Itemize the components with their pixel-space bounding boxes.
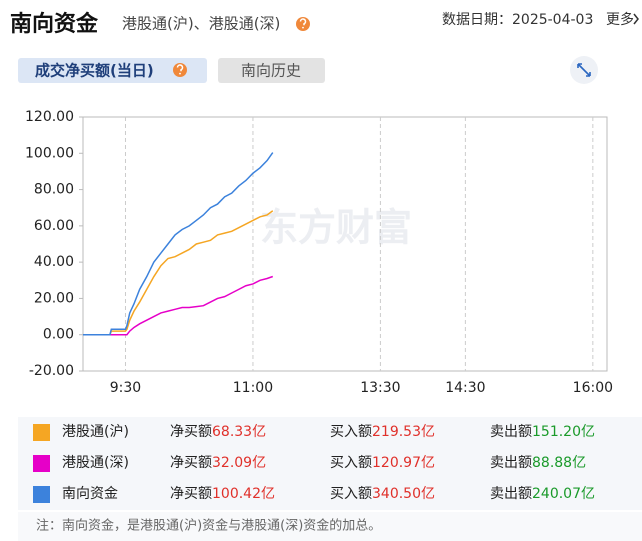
summary-label: 买入额 bbox=[330, 424, 372, 440]
x-tick-label: 16:00 bbox=[573, 380, 613, 396]
series-line bbox=[83, 210, 274, 336]
summary-label: 净买额 bbox=[170, 455, 212, 471]
summary-value: 88.88亿 bbox=[532, 455, 586, 471]
summary-label: 净买额 bbox=[170, 424, 212, 440]
series-line bbox=[83, 275, 274, 336]
summary-value: 219.53亿 bbox=[372, 424, 435, 440]
legend-label: 港股通(深) bbox=[62, 455, 129, 471]
tab[interactable] bbox=[218, 58, 325, 83]
y-tick-label: 40.00 bbox=[34, 254, 74, 270]
help-icon[interactable] bbox=[173, 63, 187, 77]
summary-cell: 净买额100.42亿 bbox=[170, 486, 275, 502]
legend-swatch bbox=[33, 486, 50, 503]
summary-label: 买入额 bbox=[330, 455, 372, 471]
y-tick-label: 100.00 bbox=[25, 145, 74, 161]
summary-cell: 净买额32.09亿 bbox=[170, 455, 266, 471]
summary-value: 340.50亿 bbox=[372, 486, 435, 502]
summary-label: 卖出额 bbox=[490, 455, 532, 471]
summary-label: 净买额 bbox=[170, 486, 212, 502]
summary-value: 100.42亿 bbox=[212, 486, 275, 502]
title: 南向资金 bbox=[10, 11, 99, 37]
summary-cell: 买入额219.53亿 bbox=[330, 424, 435, 440]
y-tick-label: 0.00 bbox=[43, 327, 74, 343]
note: 注：南向资金，是港股通(沪)资金与港股通(深)资金的加总。 bbox=[36, 518, 381, 534]
more-link[interactable]: 更多 bbox=[606, 11, 634, 28]
x-tick-label: 9:30 bbox=[110, 380, 141, 396]
note-bg bbox=[18, 512, 642, 541]
legend: 港股通(沪) 净买额68.33亿 买入额219.53亿 卖出额151.20亿港股通(深… bbox=[33, 424, 595, 503]
summary-label: 卖出额 bbox=[490, 424, 532, 440]
summary-cell: 买入额120.97亿 bbox=[330, 455, 435, 471]
watermark: 东方财富 bbox=[260, 206, 412, 250]
series-line bbox=[83, 152, 274, 336]
x-tick-label: 11:00 bbox=[233, 380, 273, 396]
summary-value: 240.07亿 bbox=[532, 486, 595, 502]
tab-label[interactable]: 成交净买额(当日) bbox=[35, 62, 154, 80]
subtitle: 港股通(沪)、港股通(深) bbox=[122, 15, 280, 33]
legend-table bbox=[18, 417, 642, 510]
y-tick-label: -20.00 bbox=[29, 363, 74, 379]
y-tick-label: 120.00 bbox=[25, 109, 74, 125]
summary-cell: 净买额68.33亿 bbox=[170, 424, 266, 440]
expand-button[interactable] bbox=[570, 56, 598, 84]
plot: 东方财富 -20.00 0.00 20.00 40.00 60.00 80.00 100.00… bbox=[25, 109, 613, 396]
legend-label: 港股通(沪) bbox=[62, 424, 129, 440]
summary-label: 买入额 bbox=[330, 486, 372, 502]
help-icon[interactable] bbox=[296, 17, 310, 31]
tab-active[interactable] bbox=[18, 58, 207, 83]
date: 数据日期：2025-04-03 bbox=[442, 12, 593, 28]
x-tick-label: 13:30 bbox=[360, 380, 400, 396]
summary-cell: 买入额340.50亿 bbox=[330, 486, 435, 502]
summary-cell: 卖出额240.07亿 bbox=[490, 486, 595, 502]
summary-value: 68.33亿 bbox=[212, 424, 266, 440]
summary-value: 120.97亿 bbox=[372, 455, 435, 471]
summary-value: 151.20亿 bbox=[532, 424, 595, 440]
y-tick-label: 60.00 bbox=[34, 218, 74, 234]
tab-label[interactable]: 南向历史 bbox=[241, 62, 301, 80]
x-tick-label: 14:30 bbox=[445, 380, 485, 396]
legend-swatch bbox=[33, 455, 50, 472]
summary-label: 卖出额 bbox=[490, 486, 532, 502]
legend-swatch bbox=[33, 424, 50, 441]
plot-border bbox=[82, 116, 608, 372]
legend-label: 南向资金 bbox=[62, 486, 118, 502]
y-tick-label: 80.00 bbox=[34, 182, 74, 198]
y-tick-label: 20.00 bbox=[34, 290, 74, 306]
summary-value: 32.09亿 bbox=[212, 455, 266, 471]
more-chevron bbox=[633, 13, 639, 25]
summary-cell: 卖出额88.88亿 bbox=[490, 455, 586, 471]
summary-cell: 卖出额151.20亿 bbox=[490, 424, 595, 440]
